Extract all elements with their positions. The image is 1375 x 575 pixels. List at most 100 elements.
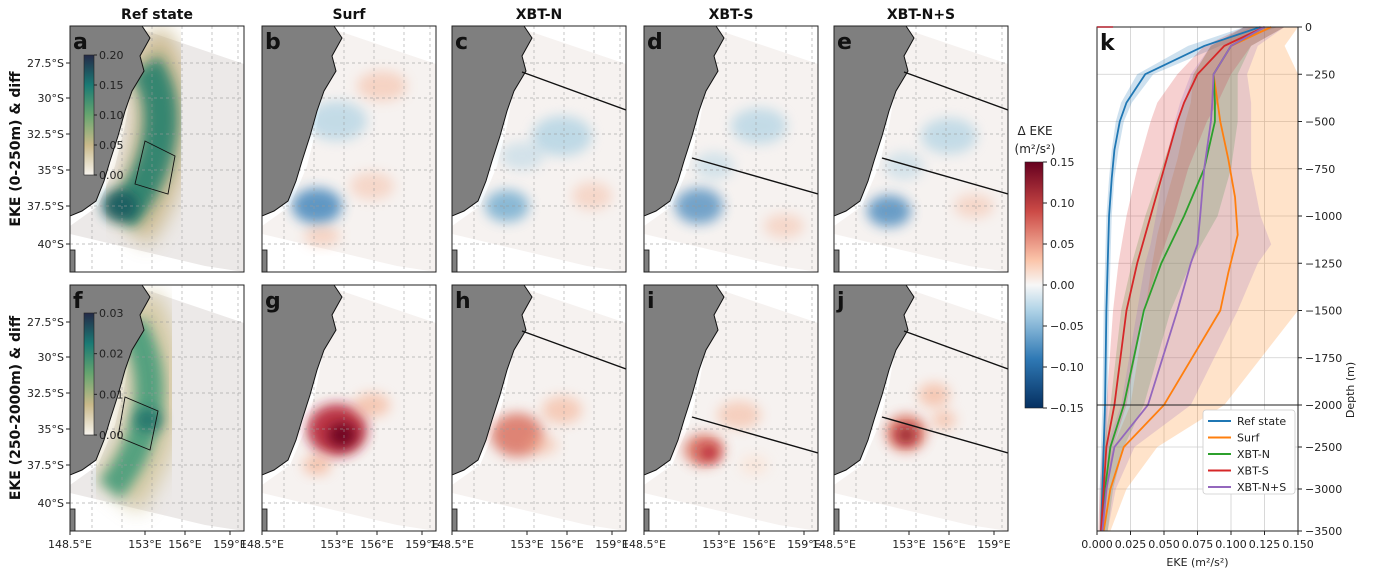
panel-frame (261, 25, 437, 273)
xbt-n-transect (521, 330, 626, 370)
anomaly-blob (307, 101, 367, 141)
lat-tick-label: 35°S (38, 164, 64, 177)
panel-letter: d (647, 30, 663, 55)
y-tick-label: −500 (1305, 116, 1335, 129)
lon-tick-label: 153°E (892, 538, 925, 551)
row-label-top: EKE (0-250m) & diff (8, 71, 24, 227)
lon-tick-label: 148.5°E (812, 538, 856, 551)
land (262, 285, 343, 476)
y-tick-label: −1000 (1305, 210, 1342, 223)
series-line (1100, 26, 1261, 532)
colorbar-tick-label: 0.15 (99, 79, 124, 92)
anomaly-blob (884, 152, 924, 180)
lon-tick-label: 159°E (977, 538, 1010, 551)
lon-tick-label: 156°E (932, 538, 965, 551)
lon-tick-label: 148.5°E (240, 538, 284, 551)
lat-tick-label: 30°S (38, 92, 64, 105)
ref-colorbar-bottom: 0.03 0.02 0.01 0.00 (83, 307, 124, 442)
colorbar-tick-label: 0.01 (99, 388, 124, 401)
anomaly-blob (526, 435, 558, 455)
series-line (1101, 26, 1265, 532)
xbt-s-transect (691, 157, 818, 195)
lon-tick-label: 159°E (595, 538, 628, 551)
legend-entry: Ref state (1237, 415, 1286, 428)
anomaly-blob (717, 401, 761, 429)
panel-frame (451, 284, 627, 532)
lat-tick-label: 32.5°S (27, 387, 64, 400)
x-tick-label: 0.075 (1182, 538, 1214, 551)
tasmania-land (644, 249, 650, 272)
x-tick-label: 0.150 (1282, 538, 1314, 551)
colorbar-tick-label: 0.05 (1050, 238, 1075, 251)
plot-frame (1096, 26, 1299, 532)
tasmania-land (452, 249, 458, 272)
map-panel-b: b Surf (261, 7, 437, 273)
panel-title: XBT-N (516, 7, 562, 23)
tasmania-land (834, 508, 840, 531)
uncertainty-band (1098, 27, 1285, 531)
tasmania-land (262, 249, 268, 272)
anomaly-blob (694, 152, 734, 180)
lon-tick-label: 148.5°E (430, 538, 474, 551)
map-panel-f: f 27.5°S 30°S 32.5°S 35°S 37.5°S 40°S 148.5°E 15… (27, 284, 247, 551)
tasmania-land (452, 508, 458, 531)
anomaly-blob (354, 393, 390, 417)
land (644, 26, 725, 217)
panel-letter: e (837, 30, 852, 55)
lon-tick-label: 153°E (510, 538, 543, 551)
diff-colorbar-label: Δ EKE (1017, 124, 1052, 138)
lat-tick-label: 30°S (38, 351, 64, 364)
panel-frame (451, 25, 627, 273)
legend-entry: XBT-N+S (1237, 481, 1286, 494)
diff-colorbar: Δ EKE (m²/s²)0.15 0.10 0.05 0.00 −0.05 −0.10 −0… (1015, 124, 1084, 415)
xbt-n-transect (903, 71, 1008, 111)
panel-letter: c (455, 30, 468, 55)
tasmania-land (262, 508, 268, 531)
xbt-n-transect (903, 330, 1008, 370)
lon-tick-label: 156°E (168, 538, 201, 551)
y-tick-label: −250 (1305, 68, 1335, 81)
lat-tick-label: 37.5°S (27, 200, 64, 213)
lon-tick-label: 159°E (213, 538, 246, 551)
colorbar-gradient (83, 312, 95, 436)
xbt-s-transect (881, 416, 1008, 454)
colorbar-tick-label: 0.00 (1050, 279, 1075, 292)
y-tick-label: −3000 (1305, 483, 1342, 496)
panel-frame (643, 25, 819, 273)
panel-letter: h (455, 289, 471, 314)
panel-letter: k (1100, 31, 1116, 56)
anomaly-blob (328, 423, 356, 447)
map-panel-j: j 148.5°E 153°E 156°E 159°E (812, 284, 1011, 551)
tasmania-land (70, 508, 76, 531)
colorbar-tick-label: 0.20 (99, 49, 124, 62)
y-tick-label: −2000 (1305, 399, 1342, 412)
y-axis-label: Depth (m) (1344, 362, 1357, 418)
anomaly-blob (572, 182, 612, 210)
panel-title: Surf (332, 7, 366, 23)
anomaly-blob (542, 396, 582, 424)
map-panel-d: d XBT-S (643, 7, 819, 273)
xbt-s-transect (881, 157, 1008, 195)
panel-title: XBT-S (709, 7, 754, 23)
y-tick-label: −3500 (1305, 525, 1342, 538)
analysis-box (134, 140, 176, 195)
analysis-box (117, 396, 159, 451)
lat-tick-label: 27.5°S (27, 57, 64, 70)
lat-tick-label: 27.5°S (27, 316, 64, 329)
panel-title: XBT-N+S (887, 7, 955, 23)
map-panel-a: a Ref state 27.5°S 30°S 32.5°S 35°S 37.5°S 40°S (27, 7, 245, 273)
anomaly-blob (532, 116, 592, 156)
y-tick-label: −1750 (1305, 352, 1342, 365)
legend-entry: XBT-S (1237, 465, 1269, 478)
lon-tick-label: 148.5°E (48, 538, 92, 551)
panel-frame (643, 284, 819, 532)
panel-frame (833, 284, 1009, 532)
map-panel-g: g 148.5°E 153°E 156°E 159°E (240, 284, 439, 551)
ref-colorbar-top: 0.20 0.15 0.10 0.05 0.00 (83, 49, 124, 182)
panel-letter: b (265, 30, 281, 55)
colorbar-tick-label: −0.15 (1050, 402, 1084, 415)
map-panel-i: i 148.5°E 153°E 156°E 159°E (622, 284, 821, 551)
diff-colorbar-units: (m²/s²) (1015, 142, 1056, 156)
xbt-n-transect (521, 71, 626, 111)
